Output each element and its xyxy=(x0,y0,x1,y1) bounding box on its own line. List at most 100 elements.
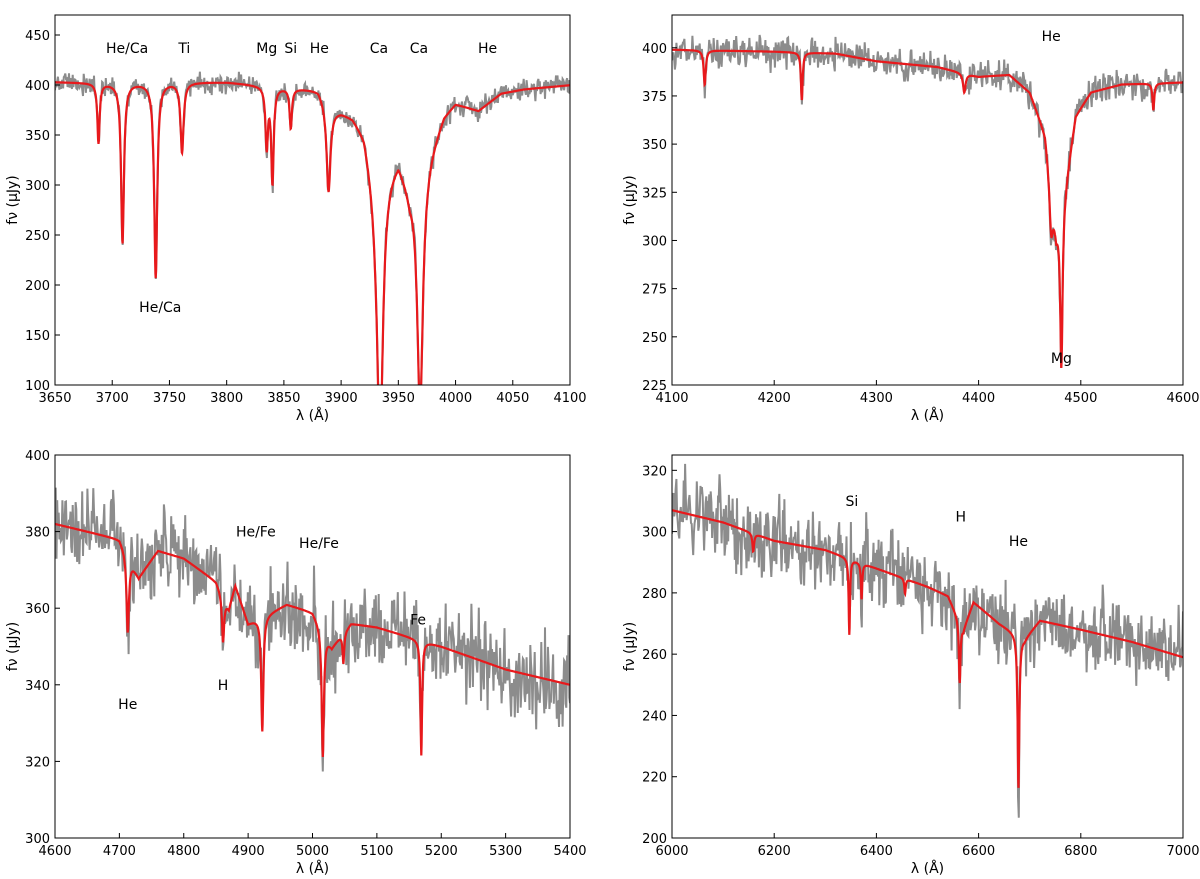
x-tick-label: 4300 xyxy=(860,391,893,406)
line-id-label: Fe xyxy=(410,613,426,629)
y-tick-label: 275 xyxy=(642,283,667,298)
chart-panel-top-right: 4100 4200 4300 4400 4500 4600 225 250 275 300 325 3… xyxy=(622,14,1200,424)
line-id-label: He/Ca xyxy=(139,300,181,316)
y-tick-label: 400 xyxy=(25,449,50,464)
x-tick-label: 5400 xyxy=(553,844,586,859)
x-tick-label: 6000 xyxy=(655,844,688,859)
x-tick-label: 4700 xyxy=(103,844,136,859)
chart-panel-bottom-left: 4600 4700 4800 4900 5000 5100 5200 5300 5400 300 3… xyxy=(5,449,587,877)
line-id-label: He xyxy=(1042,29,1061,45)
plot-frame xyxy=(671,14,1184,386)
x-tick-label: 4000 xyxy=(439,391,472,406)
x-tick-label: 3700 xyxy=(96,391,129,406)
plot-frame xyxy=(54,14,571,386)
x-tick-label: 5200 xyxy=(425,844,458,859)
y-tick-label: 300 xyxy=(25,179,50,194)
x-tick-label: 4600 xyxy=(1166,391,1199,406)
y-tick-label: 280 xyxy=(642,587,667,602)
y-tick-label: 325 xyxy=(642,186,667,201)
y-axis-label: fν (μJy) xyxy=(5,175,21,224)
y-tick-label: 220 xyxy=(642,771,667,786)
y-tick-label: 200 xyxy=(25,279,50,294)
line-id-label: Si xyxy=(284,41,297,57)
model-spectrum-line xyxy=(55,81,570,385)
y-tick-label: 350 xyxy=(642,138,667,153)
model-spectrum-line xyxy=(55,522,570,757)
y-tick-label: 300 xyxy=(25,832,50,847)
x-tick-label: 4400 xyxy=(962,391,995,406)
x-tick-label: 3650 xyxy=(38,391,71,406)
y-tick-label: 360 xyxy=(25,602,50,617)
x-tick-label: 4600 xyxy=(38,844,71,859)
y-tick-label: 350 xyxy=(25,129,50,144)
x-axis-label: λ (Å) xyxy=(911,407,944,424)
x-tick-label: 4800 xyxy=(167,844,200,859)
y-tick-label: 320 xyxy=(642,464,667,479)
y-tick-label: 250 xyxy=(642,331,667,346)
observed-spectrum-line xyxy=(672,34,1183,369)
x-tick-label: 3750 xyxy=(153,391,186,406)
plot-frame xyxy=(671,454,1184,839)
line-id-label: Si xyxy=(845,494,858,510)
x-tick-label: 3950 xyxy=(382,391,415,406)
x-tick-label: 3800 xyxy=(210,391,243,406)
x-tick-label: 4100 xyxy=(553,391,586,406)
x-tick-label: 6200 xyxy=(758,844,791,859)
x-tick-label: 7000 xyxy=(1166,844,1199,859)
line-id-label: He xyxy=(1009,534,1028,550)
line-id-label: He/Fe xyxy=(236,525,276,541)
y-axis-label: fν (μJy) xyxy=(622,622,638,671)
line-id-label: He/Ca xyxy=(106,41,148,57)
x-axis-label: λ (Å) xyxy=(296,407,329,424)
x-tick-label: 4100 xyxy=(655,391,688,406)
x-tick-label: 4500 xyxy=(1064,391,1097,406)
y-tick-label: 250 xyxy=(25,229,50,244)
plot-frame xyxy=(54,454,571,839)
y-tick-label: 375 xyxy=(642,90,667,105)
y-tick-label: 150 xyxy=(25,329,50,344)
y-tick-label: 225 xyxy=(642,379,667,394)
y-tick-label: 400 xyxy=(642,42,667,57)
y-tick-label: 240 xyxy=(642,709,667,724)
x-tick-label: 4200 xyxy=(758,391,791,406)
y-tick-label: 200 xyxy=(642,832,667,847)
observed-spectrum-line xyxy=(55,487,570,772)
x-axis-label: λ (Å) xyxy=(296,860,329,877)
x-tick-label: 5000 xyxy=(296,844,329,859)
line-id-label: Ca xyxy=(410,41,428,57)
line-id-label: H xyxy=(218,678,229,694)
x-tick-label: 5100 xyxy=(360,844,393,859)
y-tick-label: 300 xyxy=(642,234,667,249)
x-tick-label: 6800 xyxy=(1064,844,1097,859)
x-tick-label: 3850 xyxy=(267,391,300,406)
line-id-label: He xyxy=(478,41,497,57)
observed-spectrum-line xyxy=(672,463,1183,818)
line-id-label: Mg xyxy=(256,41,277,57)
line-id-label: H xyxy=(955,509,966,525)
chart-panel-bottom-right: 6000 6200 6400 6600 6800 7000 200 220 240 260 280 3… xyxy=(622,454,1200,877)
model-spectrum-line xyxy=(672,48,1183,369)
y-tick-label: 260 xyxy=(642,648,667,663)
x-tick-label: 4900 xyxy=(232,844,265,859)
line-id-label: Ti xyxy=(177,41,190,57)
line-id-label: Mg xyxy=(1051,351,1072,367)
y-axis-label: fν (μJy) xyxy=(5,622,21,671)
model-spectrum-line xyxy=(672,509,1183,788)
x-tick-label: 5300 xyxy=(489,844,522,859)
y-axis-label: fν (μJy) xyxy=(622,175,638,224)
observed-spectrum-line xyxy=(55,71,570,385)
x-axis-label: λ (Å) xyxy=(911,860,944,877)
x-tick-label: 6400 xyxy=(860,844,893,859)
y-tick-label: 300 xyxy=(642,526,667,541)
y-tick-label: 450 xyxy=(25,29,50,44)
x-tick-label: 4050 xyxy=(496,391,529,406)
y-tick-label: 380 xyxy=(25,526,50,541)
y-tick-label: 340 xyxy=(25,679,50,694)
x-tick-label: 6600 xyxy=(962,844,995,859)
x-tick-label: 3900 xyxy=(325,391,358,406)
line-id-label: He xyxy=(118,697,137,713)
chart-panel-top-left: 3650 3700 3750 3800 3850 3900 3950 4000 4050 4100… xyxy=(5,14,587,424)
line-id-label: He xyxy=(310,41,329,57)
y-tick-label: 400 xyxy=(25,79,50,94)
